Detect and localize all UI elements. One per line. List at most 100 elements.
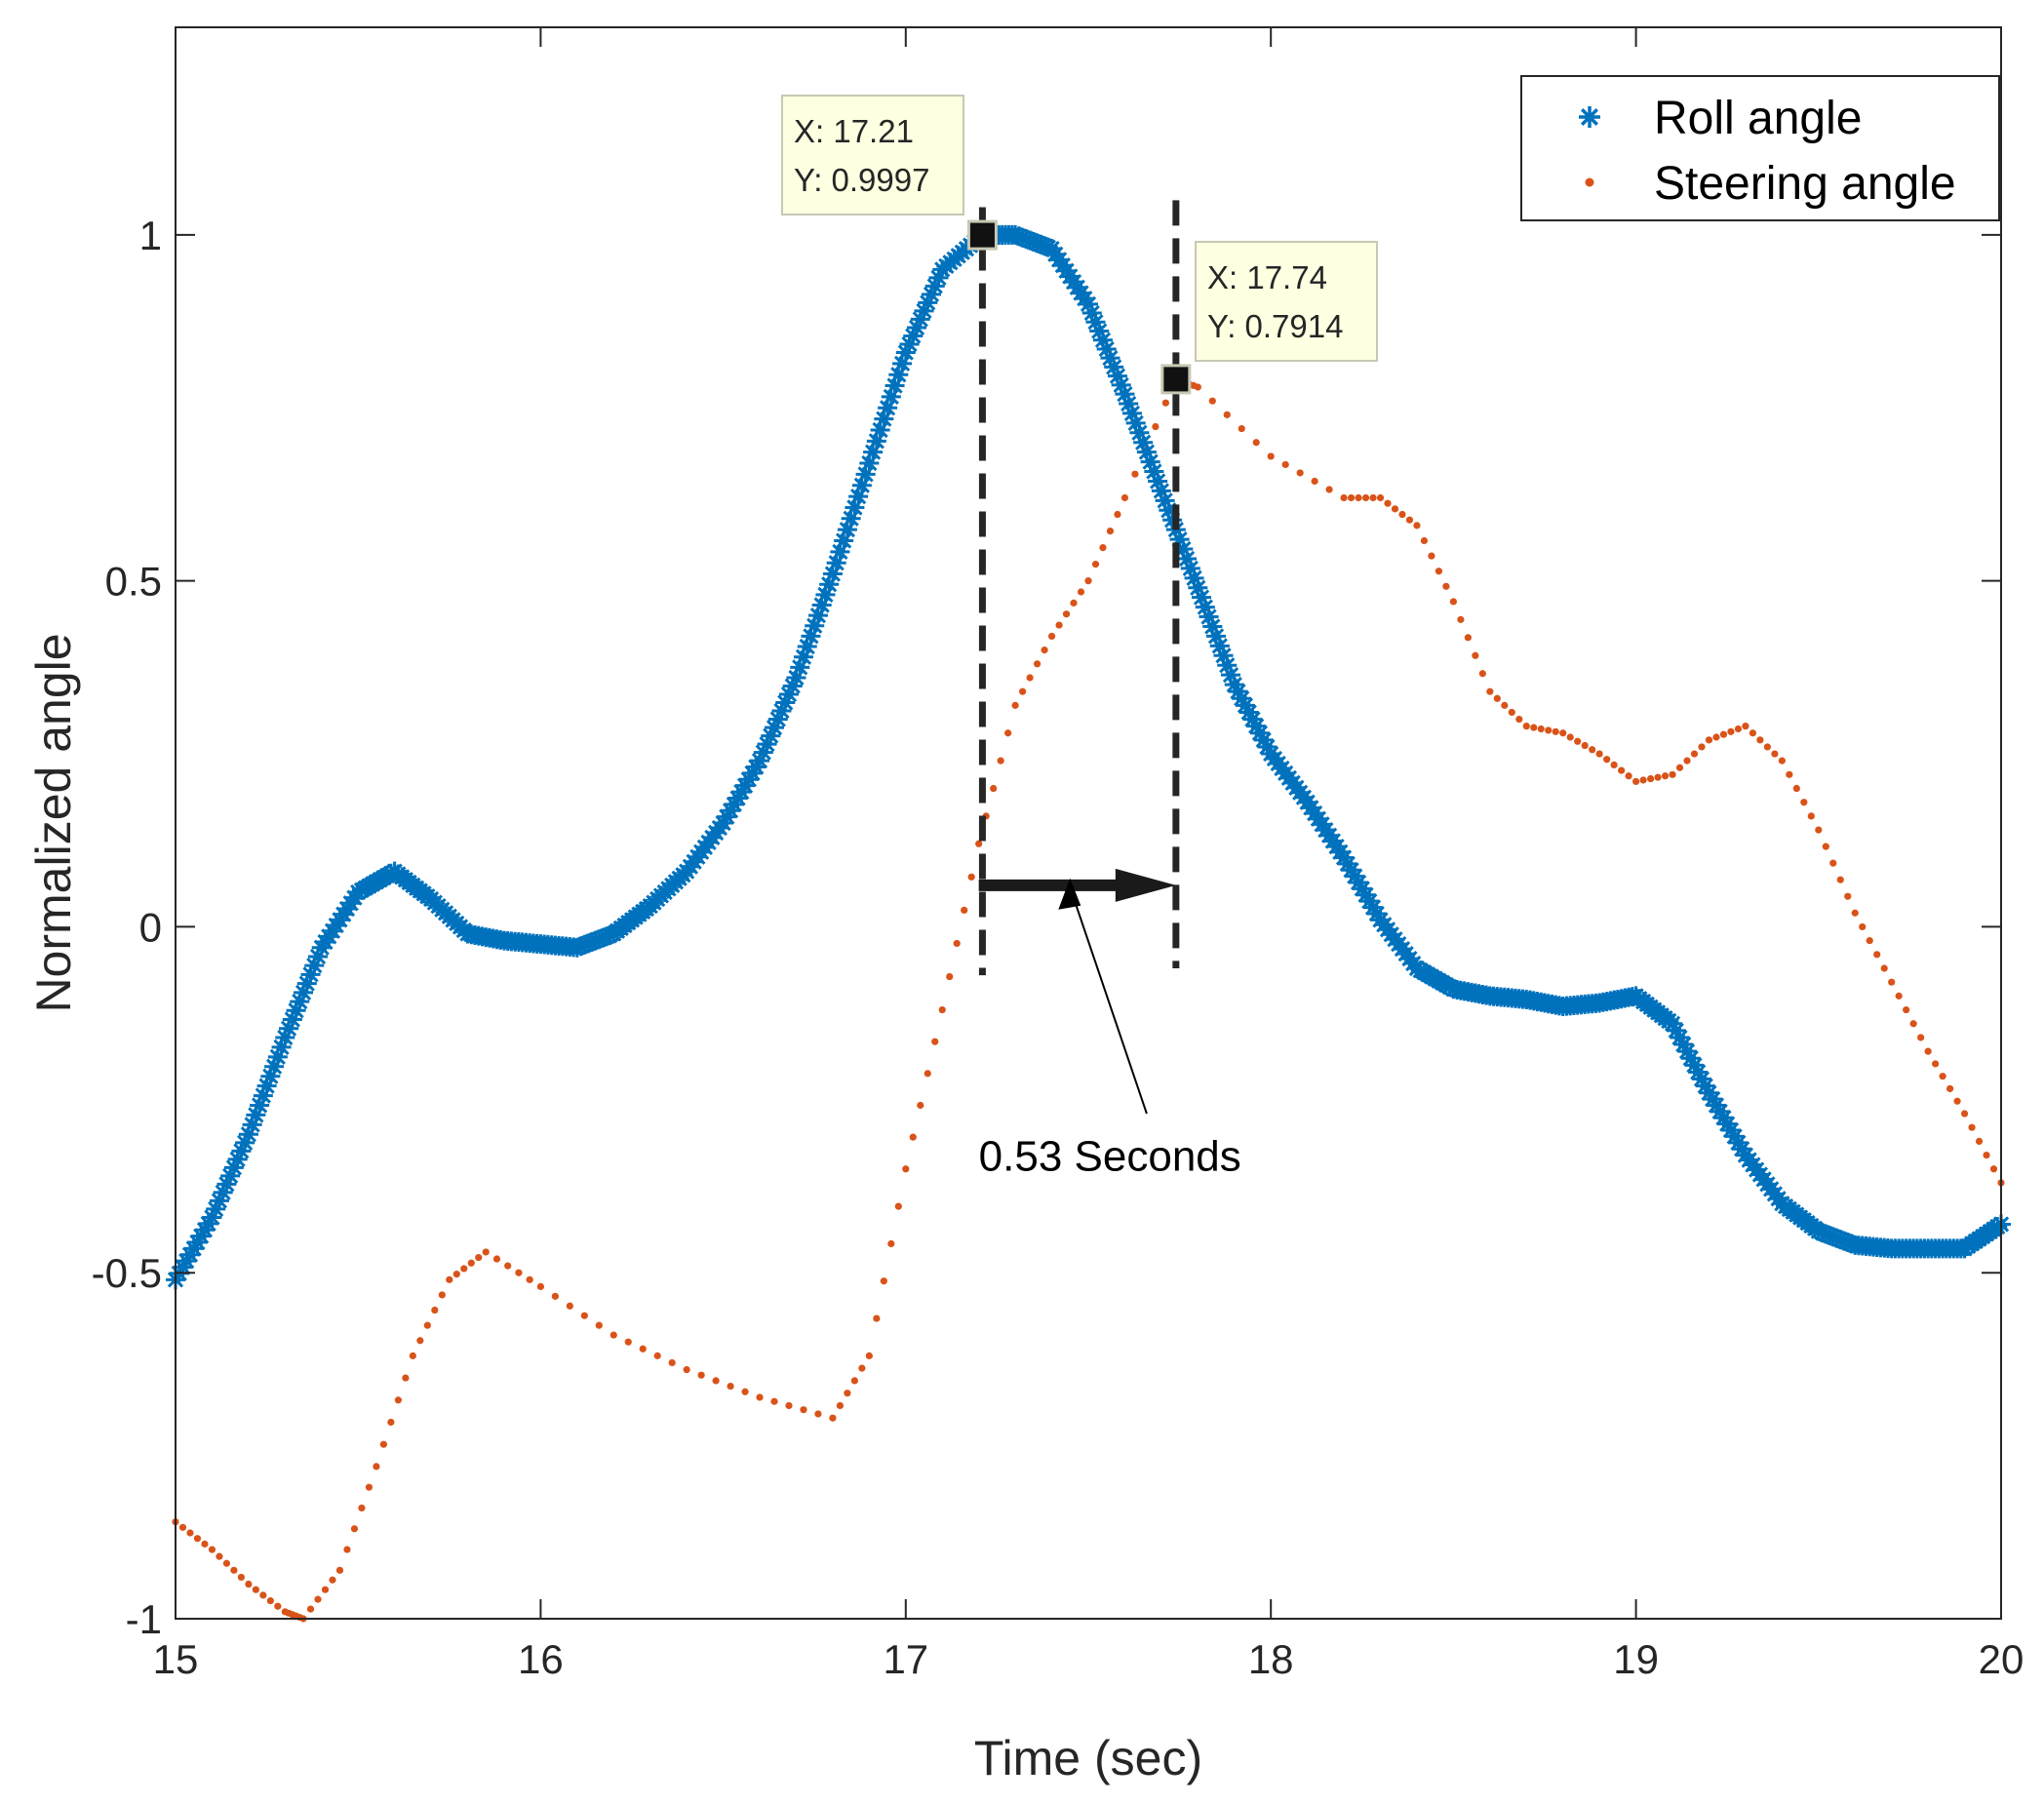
legend-marker-roll bbox=[1579, 106, 1600, 128]
steering-point bbox=[902, 1165, 910, 1173]
steering-point bbox=[329, 1576, 336, 1584]
steering-point bbox=[314, 1595, 322, 1603]
roll-point bbox=[899, 333, 920, 354]
datatip-marker bbox=[966, 219, 998, 251]
steering-point bbox=[1836, 876, 1844, 883]
steering-point bbox=[1449, 598, 1457, 606]
steering-point bbox=[595, 1321, 603, 1329]
steering-point bbox=[785, 1401, 793, 1410]
roll-point bbox=[1155, 490, 1175, 511]
steering-point bbox=[1895, 992, 1903, 1000]
roll-point bbox=[250, 1095, 270, 1116]
steering-point bbox=[252, 1586, 259, 1593]
x-tick-label-0: 15 bbox=[153, 1636, 199, 1682]
roll-point bbox=[238, 1124, 258, 1145]
roll-point bbox=[841, 508, 861, 529]
steering-point bbox=[335, 1566, 344, 1574]
steering-point bbox=[358, 1504, 366, 1512]
steering-point bbox=[475, 1254, 483, 1262]
steering-point bbox=[1376, 493, 1385, 502]
roll-point bbox=[731, 782, 752, 803]
roll-point bbox=[793, 647, 813, 667]
roll-point bbox=[1115, 384, 1135, 405]
steering-point bbox=[1734, 725, 1743, 733]
roll-point bbox=[907, 317, 927, 337]
steering-point bbox=[394, 1396, 402, 1404]
roll-point bbox=[1345, 866, 1365, 886]
steering-point bbox=[961, 906, 968, 915]
steering-point bbox=[1238, 424, 1245, 433]
steering-point bbox=[1194, 383, 1201, 391]
overlay-layer: 0.53 Seconds bbox=[978, 200, 1241, 1181]
roll-point bbox=[216, 1174, 237, 1195]
roll-point bbox=[198, 1213, 218, 1234]
y-tick-label-1: -0.5 bbox=[92, 1250, 162, 1296]
roll-point bbox=[1173, 539, 1194, 560]
steering-point bbox=[653, 1352, 661, 1359]
steering-point bbox=[1946, 1084, 1954, 1093]
roll-point bbox=[242, 1115, 262, 1135]
annotation-text: 0.53 Seconds bbox=[979, 1133, 1241, 1181]
steering-point bbox=[208, 1546, 216, 1553]
datatip-x: X: 17.74 bbox=[1207, 259, 1327, 295]
steering-point bbox=[997, 757, 1004, 765]
steering-point bbox=[814, 1410, 822, 1418]
datatip-y: Y: 0.9997 bbox=[794, 162, 929, 198]
roll-point bbox=[294, 982, 314, 1002]
roll-point bbox=[807, 606, 828, 626]
roll-point bbox=[834, 530, 854, 551]
steering-point bbox=[1807, 812, 1815, 820]
steering-point bbox=[1829, 859, 1837, 867]
annotation-pointer-line bbox=[1072, 895, 1148, 1115]
roll-point bbox=[173, 1257, 193, 1277]
steering-point bbox=[1223, 411, 1231, 418]
datatip-0: X: 17.21 Y: 0.9997 bbox=[781, 95, 998, 251]
roll-point bbox=[191, 1226, 212, 1246]
steering-point bbox=[526, 1275, 533, 1283]
roll-point bbox=[1249, 723, 1270, 743]
steering-point bbox=[894, 1202, 902, 1210]
steering-point bbox=[1844, 892, 1852, 900]
roll-point bbox=[1100, 348, 1120, 369]
steering-point bbox=[1508, 708, 1515, 717]
roll-point bbox=[1111, 374, 1131, 395]
steering-point bbox=[1267, 452, 1275, 460]
steering-point bbox=[1786, 770, 1793, 778]
roll-point bbox=[1663, 1013, 1683, 1034]
roll-point bbox=[1089, 321, 1110, 341]
steering-point bbox=[1114, 510, 1121, 519]
steering-point bbox=[201, 1540, 209, 1548]
roll-point bbox=[892, 353, 913, 373]
steering-point bbox=[873, 1314, 881, 1322]
steering-point bbox=[1763, 743, 1771, 751]
steering-point bbox=[1646, 774, 1655, 783]
steering-point bbox=[1062, 610, 1071, 618]
steering-point bbox=[1698, 743, 1706, 751]
steering-point bbox=[887, 1239, 895, 1248]
series-roll-angle bbox=[166, 224, 2011, 1290]
roll-point bbox=[1202, 616, 1223, 637]
roll-point bbox=[1366, 903, 1387, 923]
x-tick-label-4: 19 bbox=[1613, 1636, 1659, 1682]
roll-point bbox=[1224, 675, 1244, 695]
roll-point bbox=[275, 1027, 295, 1047]
roll-point bbox=[1232, 688, 1252, 709]
steering-point bbox=[446, 1275, 453, 1283]
x-tick-label-1: 16 bbox=[518, 1636, 564, 1682]
roll-point bbox=[206, 1198, 226, 1219]
steering-point bbox=[697, 1371, 705, 1379]
roll-point bbox=[811, 595, 832, 615]
steering-point bbox=[1888, 978, 1896, 986]
roll-point bbox=[1092, 330, 1113, 350]
roll-point bbox=[922, 284, 942, 304]
steering-point bbox=[1639, 776, 1647, 784]
roll-point bbox=[895, 342, 916, 363]
roll-point bbox=[1242, 709, 1263, 729]
steering-point bbox=[1771, 750, 1779, 758]
steering-point bbox=[1077, 588, 1085, 596]
steering-point bbox=[712, 1377, 720, 1385]
roll-point bbox=[845, 497, 865, 518]
roll-point bbox=[742, 763, 763, 783]
y-tick-label-3: 0.5 bbox=[105, 559, 162, 605]
steering-point bbox=[741, 1388, 749, 1395]
